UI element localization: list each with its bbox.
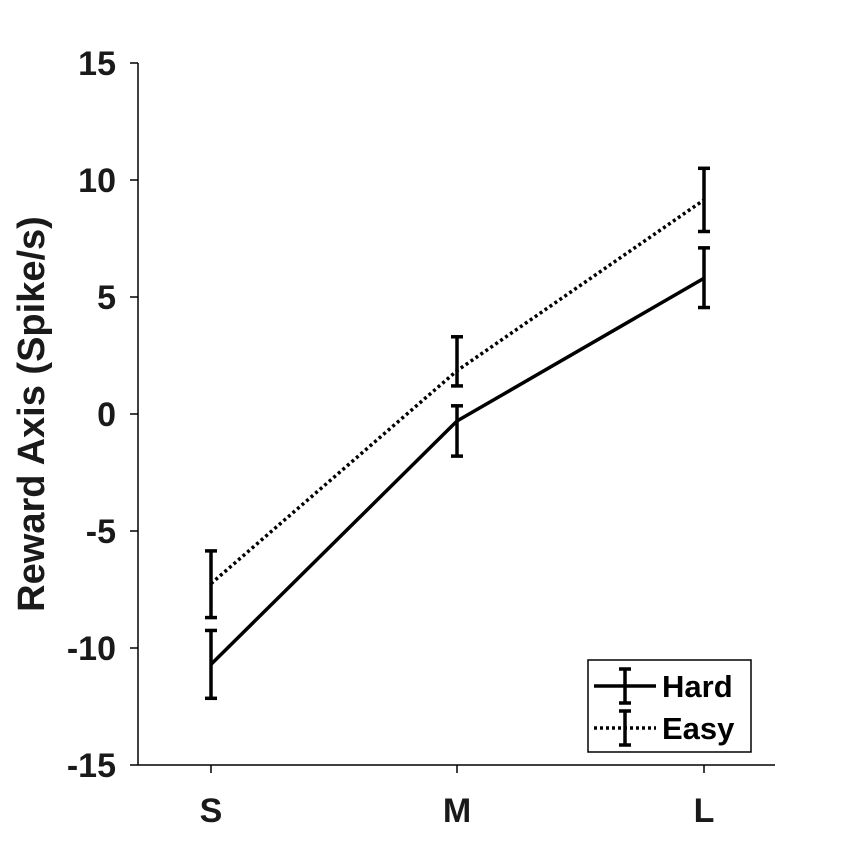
legend-label: Hard bbox=[662, 669, 733, 704]
y-tick-label: -15 bbox=[67, 747, 116, 785]
legend-label: Easy bbox=[662, 711, 735, 746]
legend-box bbox=[587, 659, 752, 753]
series-easy bbox=[205, 166, 710, 620]
y-tick-label: -5 bbox=[86, 513, 116, 551]
y-tick-label: 10 bbox=[78, 162, 116, 200]
y-tick-label: 15 bbox=[78, 45, 116, 83]
y-ticks: 15 10 5 0 -5 -10 -15 bbox=[67, 45, 138, 785]
y-axis-title: Reward Axis (Spike/s) bbox=[11, 216, 53, 612]
series-layer bbox=[205, 166, 710, 701]
series-line bbox=[209, 198, 705, 585]
y-tick-label: -10 bbox=[67, 630, 116, 668]
y-tick-label: 0 bbox=[97, 396, 116, 434]
x-tick-label: M bbox=[443, 792, 471, 830]
x-tick-label: L bbox=[694, 792, 715, 830]
x-tick-label: S bbox=[200, 792, 223, 830]
series-hard bbox=[205, 246, 710, 701]
legend: Hard Easy bbox=[587, 659, 752, 753]
y-tick-label: 5 bbox=[97, 279, 116, 317]
